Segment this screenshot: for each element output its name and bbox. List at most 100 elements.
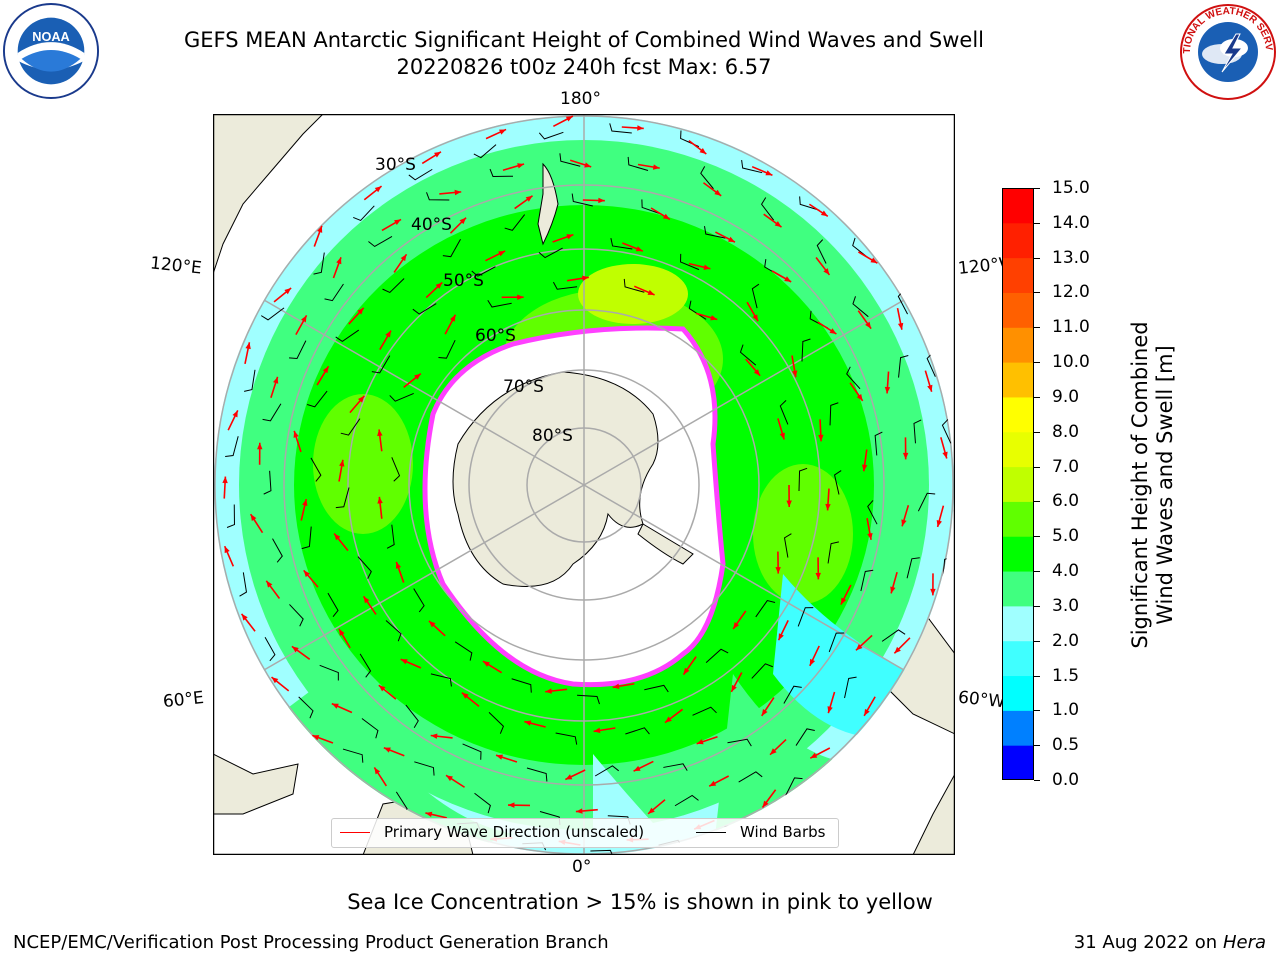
wave-arrow-head [334,533,341,541]
colorbar-tick-mark [1034,501,1040,503]
wind-barb [680,253,700,271]
wind-barb [526,767,548,782]
colorbar-tick-label: 14.0 [1052,212,1090,233]
colorbar-tick-label: 5.0 [1052,526,1080,547]
wind-barb [340,418,361,436]
wave-arrow-head [245,342,251,350]
wind-barb [371,355,391,374]
wave-arrow-head [383,747,391,753]
antarctic-peninsula [637,523,694,565]
wave-arrow-head [784,276,792,282]
colorbar-label-line2: Wind Waves and Swell [m] [1153,345,1177,625]
colorbar-segment [1002,675,1034,711]
wave-arrow-head [840,597,847,605]
sea-ice-note: Sea Ice Concentration > 15% is shown in … [347,890,933,914]
wind-barb [867,500,878,525]
wave-arrow-head [733,622,740,629]
colorbar-tick-label: 1.0 [1052,700,1080,721]
lon-label-60e: 60°E [162,687,205,713]
wave-arrow-head [293,430,299,438]
generation-host: Hera [1222,932,1266,953]
wind-barb [874,431,883,456]
wave-arrow-head [336,257,342,265]
colorbar-tick-label: 13.0 [1052,247,1090,268]
wave-arrow-head [774,221,782,228]
wave-arrow-head [482,661,490,667]
colorbar-segment [1002,640,1034,677]
wind-barb [353,205,375,222]
legend-wind-line [696,831,726,833]
wave-arrow-head [303,570,310,578]
wind-barb [272,538,283,563]
chart-subtitle: 20220826 t00z 240h fcst Max: 6.57 [396,55,772,79]
wind-barb [382,278,405,294]
wave-arrow-head [582,275,589,281]
wind-barb [571,193,593,207]
wind-barb [688,300,707,320]
colorbar-segment [1002,536,1034,572]
wave-arrow-head [930,588,936,596]
wind-barb [846,366,861,390]
wind-barb [368,235,393,248]
generation-date: 31 Aug 2022 on Hera [1074,932,1266,953]
wind-barb [739,344,757,366]
wave-arrow-head [633,765,641,772]
wind-barb [538,131,564,140]
generation-date-text: 31 Aug 2022 on [1073,932,1218,953]
wave-arrow-head [339,628,345,636]
legend-wind-entry: Wind Barbs [696,823,825,841]
wave-arrow-head [284,288,292,295]
wind-barb [641,199,662,215]
wave-arrow-head [902,452,909,460]
colorbar-tick-mark [1034,396,1040,398]
colorbar-segment [1002,396,1034,433]
wind-barb [301,526,312,550]
colorbar-tick-mark [1034,292,1040,294]
wave-5to6m-east [753,464,853,604]
colorbar-tick-label: 6.0 [1052,491,1080,512]
wave-arrow-head [363,596,370,604]
wind-barb [488,712,505,734]
legend-wave-line [340,831,370,833]
wind-barb [319,664,339,681]
wave-arrow-head [584,162,592,168]
wave-arrow-head [593,727,601,734]
wind-barb [760,197,775,221]
nws-logo: NATIONAL WEATHER SERVICE [1178,2,1276,100]
wind-barb [511,678,532,693]
wave-arrow-head [499,129,507,135]
wind-barb [663,763,688,771]
wave-arrow-head [867,532,873,540]
wave-5to6m-west [313,394,413,534]
wave-arrow-head [312,735,320,741]
wave-arrow-head [459,217,467,225]
wind-barb [816,239,827,264]
wind-barb [827,541,840,564]
lon-label-180: 180° [560,89,601,109]
wind-barb [471,266,496,277]
wave-arrow-head [856,394,863,401]
wind-barb [538,247,563,259]
wave-arrow-head [565,116,573,122]
colorbar-segment [1002,362,1034,398]
colorbar-label-line1: Significant Height of Combined [1128,321,1152,649]
wave-arrow-head [761,708,768,716]
wind-barb [389,392,414,402]
polar-map: 30°S 40°S 50°S 60°S 70°S 80°S [213,114,955,855]
wind-barb [263,470,272,495]
wind-barb [797,607,814,627]
wind-barb [785,777,803,797]
wind-barb [342,748,364,763]
wind-barb [225,436,239,457]
wave-arrow-head [786,500,792,507]
wave-arrow-head [901,519,907,527]
wave-arrow-head [222,476,228,484]
colorbar-tick-mark [1034,710,1040,712]
wind-barb [783,685,802,704]
wind-barb [941,419,952,444]
wave-arrow-head [635,246,643,252]
wind-barb [405,704,419,728]
wave-arrow-head [435,282,443,289]
colorbar-segment [1002,571,1034,607]
wave-arrow-head [775,567,781,574]
